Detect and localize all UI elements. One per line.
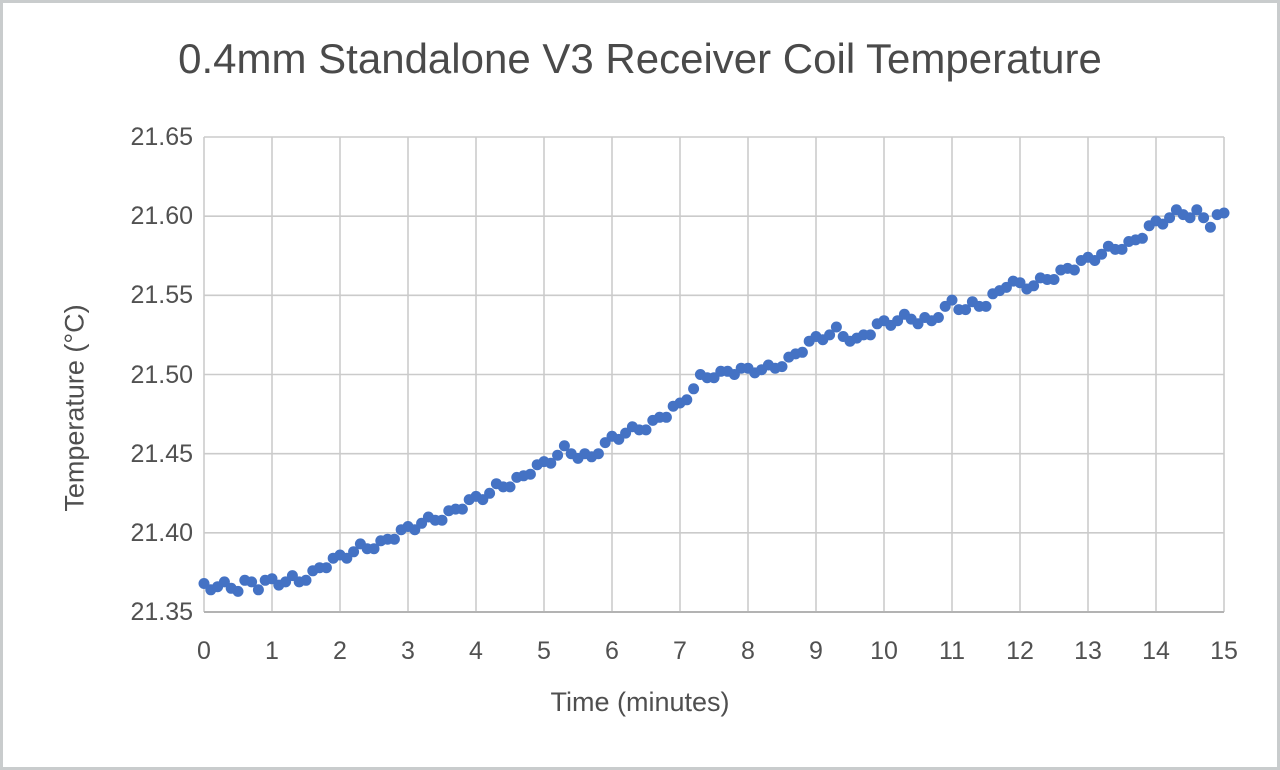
x-tick-label: 2 [333, 637, 347, 665]
y-tick-label: 21.35 [130, 598, 193, 626]
data-point [688, 383, 700, 395]
data-point [388, 533, 400, 545]
x-tick-label: 5 [537, 637, 551, 665]
data-point [1218, 207, 1230, 219]
data-point [864, 329, 876, 341]
data-point [681, 394, 693, 406]
data-point [592, 448, 604, 460]
data-point [545, 457, 557, 469]
data-point [320, 562, 332, 574]
x-tick-label: 10 [870, 637, 898, 665]
y-tick-label: 21.50 [130, 360, 193, 389]
data-point [504, 481, 516, 493]
x-tick-label: 11 [939, 637, 965, 665]
y-tick-label: 21.60 [130, 202, 193, 231]
x-tick-label: 0 [197, 637, 211, 665]
data-point [1184, 212, 1196, 224]
data-point [552, 449, 564, 461]
data-point [246, 576, 258, 588]
data-point [456, 503, 468, 515]
data-point [1028, 280, 1040, 292]
data-point [252, 584, 264, 596]
data-point [776, 361, 788, 373]
x-tick-label: 15 [1210, 637, 1238, 665]
data-point [960, 304, 972, 316]
x-axis-title: Time (minutes) [550, 687, 730, 717]
x-tick-label: 6 [605, 637, 619, 665]
y-tick-label: 21.45 [130, 439, 193, 468]
data-point [1136, 232, 1148, 244]
data-point [1164, 212, 1176, 224]
x-tick-label: 12 [1006, 637, 1034, 665]
x-tick-label: 3 [401, 637, 415, 665]
data-point [1191, 204, 1203, 216]
x-tick-label: 1 [265, 637, 279, 665]
x-tick-label: 8 [741, 637, 755, 665]
y-tick-label: 21.65 [130, 123, 193, 151]
data-point [1204, 221, 1216, 233]
data-point [1048, 274, 1060, 285]
data-point [232, 585, 244, 597]
data-point [640, 424, 652, 436]
x-tick-label: 7 [673, 637, 687, 665]
x-tick-label: 14 [1142, 637, 1170, 665]
data-point [824, 329, 836, 341]
data-point [484, 487, 496, 499]
data-point [1068, 264, 1080, 276]
data-point [300, 574, 312, 586]
data-point [980, 300, 992, 312]
data-point [558, 440, 570, 452]
data-point [1116, 243, 1128, 255]
y-tick-label: 21.40 [130, 518, 193, 547]
data-point [932, 312, 944, 323]
data-point [436, 514, 448, 526]
plot-area [198, 136, 1230, 613]
x-tick-label: 9 [809, 637, 823, 665]
y-tick-label: 21.55 [130, 281, 193, 310]
chart-title: 0.4mm Standalone V3 Receiver Coil Temper… [178, 35, 1102, 82]
x-tick-label: 13 [1074, 637, 1102, 665]
data-point [660, 411, 672, 423]
data-point [1096, 248, 1108, 260]
data-point [524, 468, 536, 480]
data-point [348, 546, 360, 558]
data-point [830, 321, 842, 333]
data-point [796, 346, 808, 358]
data-point [946, 294, 958, 306]
data-point [368, 543, 380, 555]
data-point [1198, 212, 1210, 224]
x-tick-label: 4 [469, 637, 483, 665]
